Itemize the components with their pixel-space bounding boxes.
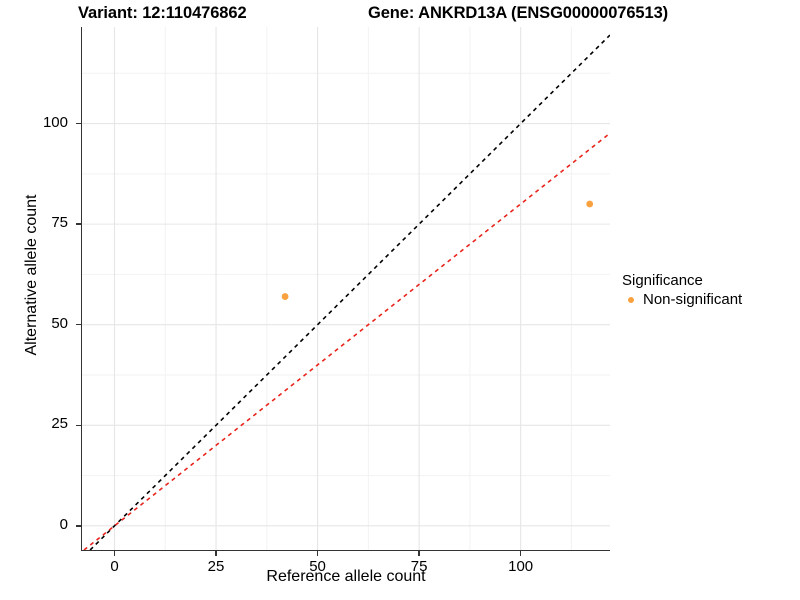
plot-title-row: Variant: 12:110476862 Gene: ANKRD13A (EN… — [0, 4, 668, 28]
legend-title: Significance — [622, 272, 703, 289]
legend: Significance Non-significant — [622, 272, 797, 308]
y-tick-mark — [76, 424, 81, 426]
plot-canvas — [82, 27, 610, 550]
x-tick-mark — [113, 551, 116, 556]
data-point[interactable] — [586, 200, 594, 208]
x-tick-label: 100 — [508, 558, 534, 575]
x-tick-mark — [316, 551, 319, 556]
x-tick-label: 75 — [410, 558, 428, 575]
y-tick-label: 25 — [51, 415, 68, 433]
y-tick-label: 50 — [51, 314, 68, 332]
y-tick-mark — [76, 223, 81, 225]
y-axis-line — [81, 27, 83, 550]
y-tick-mark — [76, 525, 81, 527]
gene-title: Gene: ANKRD13A (ENSG00000076513) — [368, 4, 669, 22]
x-tick-label: 25 — [207, 558, 225, 575]
y-tick-label: 0 — [59, 515, 68, 533]
variant-title: Variant: 12:110476862 — [78, 4, 247, 22]
y-tick-label: 100 — [42, 113, 68, 131]
x-axis-title: Reference allele count — [266, 568, 426, 585]
x-axis-line — [81, 550, 610, 552]
y-axis-title: Alternative allele count — [23, 194, 40, 356]
data-point[interactable] — [281, 293, 289, 300]
y-tick-label: 75 — [51, 214, 68, 232]
legend-dot — [627, 296, 634, 303]
legend-point-icon — [622, 291, 639, 308]
x-tick-label: 0 — [110, 558, 119, 575]
reference-line-identity — [89, 34, 610, 550]
x-tick-mark — [215, 551, 217, 556]
y-tick-mark — [76, 122, 81, 125]
x-tick-mark — [519, 551, 522, 556]
legend-items: Non-significant — [622, 291, 797, 308]
x-tick-mark — [418, 551, 420, 556]
x-tick-label: 50 — [309, 558, 326, 575]
legend-item[interactable]: Non-significant — [622, 291, 797, 308]
y-tick-mark — [76, 324, 81, 326]
plot-panel — [82, 27, 610, 550]
reference-line-expected-ratio — [83, 132, 610, 550]
legend-item-label: Non-significant — [643, 291, 743, 308]
